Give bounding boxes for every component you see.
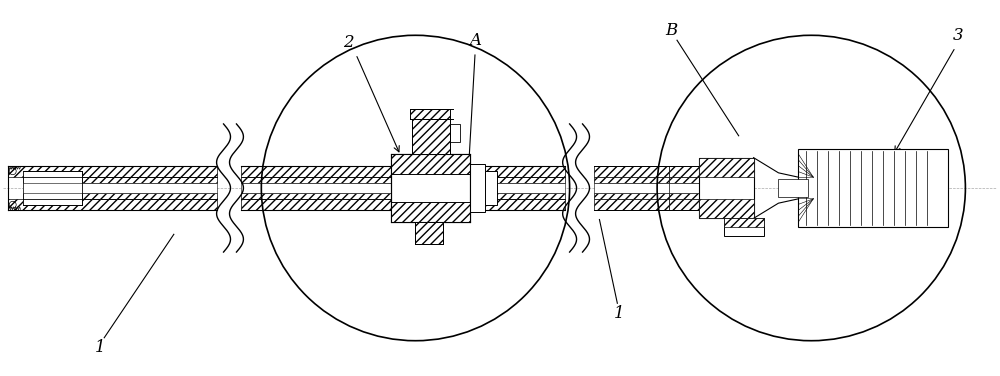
Text: 1: 1 xyxy=(95,339,106,356)
Bar xyxy=(699,158,754,177)
Bar xyxy=(669,177,729,183)
Bar xyxy=(594,199,669,210)
Bar xyxy=(23,171,82,205)
Bar xyxy=(241,183,565,193)
Bar xyxy=(23,177,217,183)
Text: A: A xyxy=(469,32,481,49)
Bar xyxy=(724,218,764,236)
Bar xyxy=(241,166,565,177)
Bar xyxy=(798,149,948,227)
Bar xyxy=(669,183,729,193)
Bar xyxy=(415,223,443,244)
Bar xyxy=(391,202,470,223)
Bar xyxy=(669,199,729,210)
Bar xyxy=(8,199,217,210)
Bar xyxy=(241,199,565,210)
Bar xyxy=(8,166,217,177)
Bar xyxy=(241,193,565,199)
Bar xyxy=(470,164,485,212)
Bar xyxy=(669,193,729,199)
Bar xyxy=(778,179,808,197)
Bar xyxy=(410,109,450,119)
Bar xyxy=(594,193,669,199)
Bar xyxy=(391,153,470,223)
Bar xyxy=(699,199,754,218)
Bar xyxy=(485,171,497,205)
Bar xyxy=(724,218,764,227)
Bar xyxy=(391,153,470,174)
Bar xyxy=(594,177,669,183)
Text: B: B xyxy=(665,22,677,39)
Bar xyxy=(23,193,217,199)
Bar xyxy=(23,183,217,193)
Bar xyxy=(412,119,450,153)
Bar xyxy=(669,166,729,177)
Bar xyxy=(594,183,669,193)
Bar xyxy=(450,124,460,142)
Bar xyxy=(241,177,565,183)
Text: 3: 3 xyxy=(953,27,964,44)
Bar xyxy=(699,158,754,218)
Text: 1: 1 xyxy=(614,305,625,321)
Text: 2: 2 xyxy=(344,34,354,51)
Bar xyxy=(594,166,669,177)
